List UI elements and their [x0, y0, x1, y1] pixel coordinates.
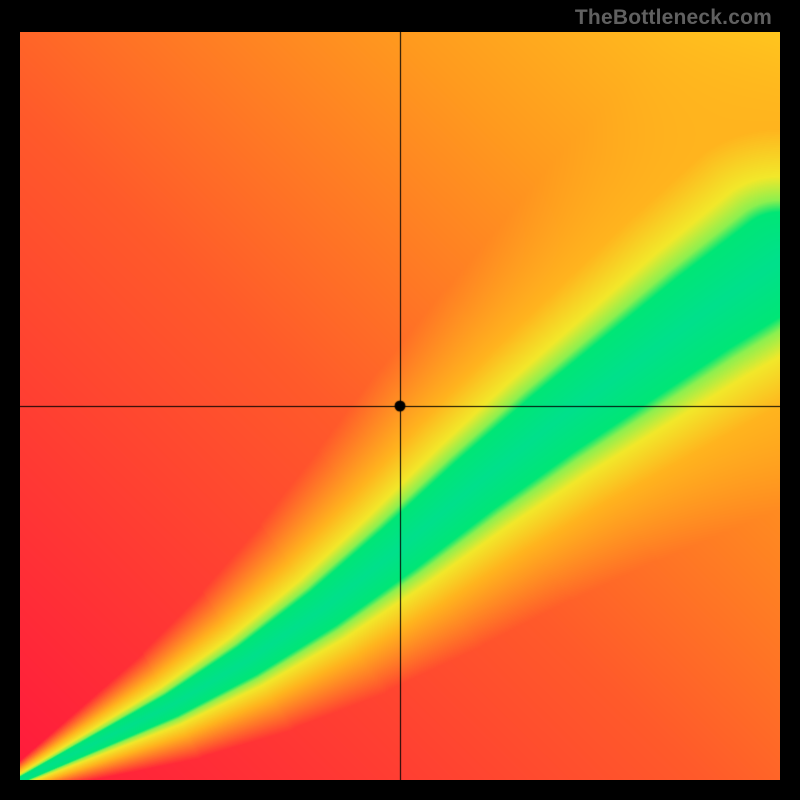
- watermark-text: TheBottleneck.com: [575, 6, 772, 30]
- bottleneck-heatmap: [20, 32, 780, 780]
- chart-container: TheBottleneck.com: [0, 0, 800, 800]
- plot-area: [20, 32, 780, 780]
